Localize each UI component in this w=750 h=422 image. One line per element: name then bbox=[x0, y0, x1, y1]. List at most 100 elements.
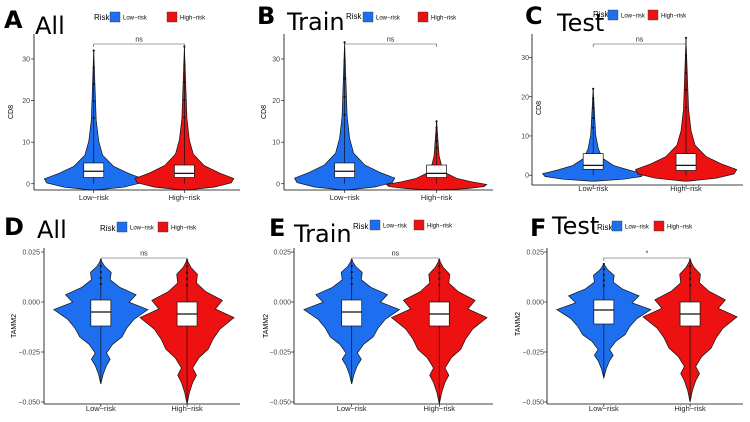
box-low-risk bbox=[593, 299, 615, 325]
y-tick-label: 0.000 bbox=[22, 300, 40, 307]
outlier-point bbox=[435, 146, 438, 149]
outlier-point bbox=[592, 87, 595, 91]
y-tick-label: −0.025 bbox=[18, 350, 40, 357]
significance-bracket bbox=[603, 257, 691, 261]
outlier-point bbox=[684, 54, 688, 57]
significance-label: ns bbox=[392, 251, 400, 258]
outlier-point bbox=[592, 126, 595, 129]
panel-letter: D bbox=[4, 213, 24, 241]
x-tick-label-high-risk: High−risk bbox=[169, 193, 201, 202]
panel-title: Test bbox=[556, 9, 604, 37]
outlier-point bbox=[343, 95, 346, 98]
y-tick-label: 0 bbox=[276, 181, 280, 188]
outlier-point bbox=[438, 271, 441, 274]
outlier-point bbox=[183, 63, 186, 66]
y-tick-label: 0 bbox=[26, 181, 30, 188]
box-low-risk bbox=[582, 153, 604, 170]
y-tick-label: 20 bbox=[272, 98, 280, 105]
outlier-point bbox=[592, 97, 595, 100]
outlier-point bbox=[92, 66, 95, 69]
y-tick-label: 0 bbox=[525, 173, 529, 180]
x-tick-label-low-risk: Low−risk bbox=[86, 404, 116, 413]
legend-swatch-high-risk bbox=[157, 221, 169, 233]
box-low-risk bbox=[334, 162, 355, 178]
y-tick-label: −0.050 bbox=[269, 400, 291, 407]
panel-b: B Train Risk Low−risk High−risk 0 10 20 30 CD8 Low… bbox=[257, 2, 493, 202]
panel-letter: E bbox=[269, 214, 285, 242]
legend-label-low-risk: Low−risk bbox=[376, 16, 401, 22]
outlier-point bbox=[350, 282, 353, 286]
x-tick-label-low-risk: Low−risk bbox=[337, 404, 367, 413]
y-tick-label: 0.000 bbox=[526, 300, 544, 307]
outlier-point bbox=[438, 265, 441, 268]
panel-title: Train bbox=[286, 8, 345, 36]
significance-label: ns bbox=[636, 37, 644, 44]
legend-title: Risk bbox=[100, 224, 117, 233]
legend-title: Risk bbox=[353, 222, 370, 231]
y-tick-label: 0.025 bbox=[526, 250, 544, 257]
outlier-point bbox=[185, 265, 189, 268]
legend-label-high-risk: High−risk bbox=[431, 16, 457, 22]
outlier-point bbox=[684, 88, 688, 92]
y-tick-label: −0.050 bbox=[18, 400, 40, 407]
outlier-point bbox=[438, 284, 441, 287]
y-tick-label: 30 bbox=[22, 56, 30, 63]
outlier-point bbox=[350, 264, 353, 268]
outlier-point bbox=[92, 83, 95, 86]
legend-swatch-low-risk bbox=[607, 9, 619, 21]
outlier-point bbox=[602, 268, 605, 271]
outlier-point bbox=[92, 100, 95, 103]
legend-swatch-high-risk bbox=[166, 11, 178, 23]
legend-label-low-risk: Low−risk bbox=[383, 224, 408, 230]
y-tick-label: 10 bbox=[22, 140, 30, 147]
outlier-point bbox=[183, 98, 186, 101]
significance-bracket bbox=[100, 257, 188, 261]
y-tick-label: 0.000 bbox=[273, 300, 291, 307]
legend-title: Risk bbox=[346, 12, 363, 21]
outlier-point bbox=[350, 270, 353, 274]
outlier-point bbox=[185, 284, 189, 287]
legend-swatch-low-risk bbox=[362, 11, 374, 23]
y-tick-label: −0.025 bbox=[522, 350, 544, 357]
outlier-point bbox=[99, 270, 102, 274]
outlier-point bbox=[435, 126, 438, 130]
outlier-point bbox=[183, 80, 186, 84]
outlier-point bbox=[684, 71, 688, 74]
y-tick-label: 0.025 bbox=[22, 250, 40, 257]
panel-letter: F bbox=[530, 214, 546, 242]
legend-label-low-risk: Low−risk bbox=[130, 226, 155, 232]
panel-letter: B bbox=[257, 2, 275, 30]
panel-title: Test bbox=[551, 212, 599, 240]
legend-title: Risk bbox=[94, 13, 111, 22]
significance-label: * bbox=[646, 251, 649, 258]
box-low-risk bbox=[83, 162, 105, 178]
legend-swatch-low-risk bbox=[611, 220, 623, 232]
y-axis-label: TAMM2 bbox=[515, 312, 522, 336]
y-axis-label: CD8 bbox=[536, 101, 543, 115]
panel-title: Train bbox=[293, 220, 352, 248]
outlier-point bbox=[592, 107, 595, 110]
outlier-point bbox=[350, 276, 353, 280]
outlier-point bbox=[99, 282, 102, 286]
outlier-point bbox=[185, 271, 189, 274]
legend-label-low-risk: Low−risk bbox=[621, 14, 646, 20]
y-axis-label: TAMM2 bbox=[11, 314, 18, 338]
outlier-point bbox=[602, 279, 605, 282]
legend-title: Risk bbox=[593, 10, 610, 19]
outlier-point bbox=[185, 277, 189, 280]
y-axis-label: CD8 bbox=[261, 105, 268, 119]
outlier-point bbox=[435, 133, 438, 136]
panel-letter: A bbox=[4, 6, 23, 34]
outlier-point bbox=[688, 277, 692, 280]
box-high-risk bbox=[174, 164, 195, 178]
outlier-point bbox=[688, 265, 692, 268]
y-tick-label: 10 bbox=[272, 140, 280, 147]
outlier-point bbox=[92, 49, 95, 52]
legend-swatch-high-risk bbox=[653, 220, 665, 232]
y-tick-label: −0.050 bbox=[522, 400, 544, 407]
x-tick-label-low-risk: Low−risk bbox=[589, 404, 619, 413]
box-high-risk bbox=[675, 153, 697, 171]
panel-a: A All Risk Low−risk High−risk 0 10 20 30 CD8 Low−r… bbox=[4, 6, 240, 202]
legend-swatch-low-risk bbox=[369, 219, 381, 231]
